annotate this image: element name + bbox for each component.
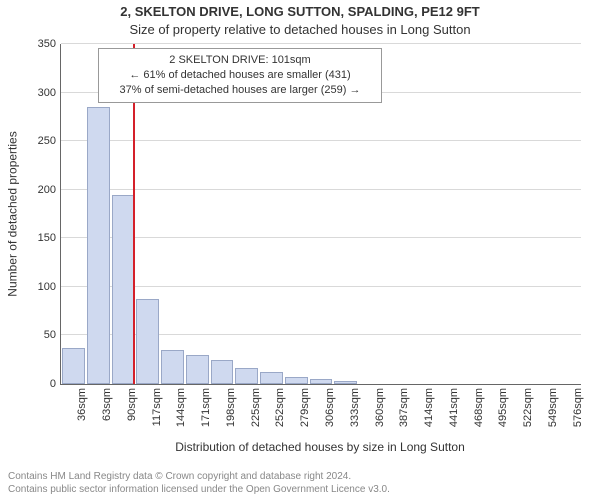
x-tick-label: 522sqm bbox=[522, 388, 534, 427]
histogram-bar bbox=[310, 379, 333, 384]
footer-line-1: Contains HM Land Registry data © Crown c… bbox=[8, 470, 390, 483]
y-tick-label: 300 bbox=[16, 87, 56, 99]
histogram-bar bbox=[186, 355, 209, 384]
x-axis-label: Distribution of detached houses by size … bbox=[60, 440, 580, 454]
x-tick-label: 576sqm bbox=[572, 388, 584, 427]
y-tick-label: 0 bbox=[16, 378, 56, 390]
gridline bbox=[61, 189, 581, 190]
annotation-line-3: 37% of semi-detached houses are larger (… bbox=[105, 83, 375, 98]
histogram-bar bbox=[334, 381, 357, 384]
x-tick-label: 225sqm bbox=[250, 388, 262, 427]
gridline bbox=[61, 140, 581, 141]
x-tick-label: 90sqm bbox=[126, 388, 138, 421]
page-subtitle: Size of property relative to detached ho… bbox=[0, 22, 600, 37]
y-tick-label: 150 bbox=[16, 232, 56, 244]
histogram-bar bbox=[285, 377, 308, 384]
histogram-bar bbox=[136, 299, 159, 384]
histogram-bar bbox=[211, 360, 234, 384]
y-tick-label: 50 bbox=[16, 329, 56, 341]
x-tick-label: 468sqm bbox=[473, 388, 485, 427]
footer: Contains HM Land Registry data © Crown c… bbox=[8, 470, 390, 496]
x-tick-label: 333sqm bbox=[349, 388, 361, 427]
y-tick-label: 250 bbox=[16, 135, 56, 147]
x-tick-label: 63sqm bbox=[101, 388, 113, 421]
gridline bbox=[61, 43, 581, 44]
x-tick-label: 198sqm bbox=[225, 388, 237, 427]
x-tick-label: 441sqm bbox=[448, 388, 460, 427]
annotation-line-2: ← 61% of detached houses are smaller (43… bbox=[105, 68, 375, 83]
y-tick-label: 350 bbox=[16, 38, 56, 50]
x-tick-label: 171sqm bbox=[200, 388, 212, 427]
x-tick-label: 549sqm bbox=[547, 388, 559, 427]
x-tick-label: 306sqm bbox=[324, 388, 336, 427]
x-tick-label: 387sqm bbox=[398, 388, 410, 427]
histogram-bar bbox=[260, 372, 283, 384]
x-tick-label: 117sqm bbox=[151, 388, 163, 426]
page-title: 2, SKELTON DRIVE, LONG SUTTON, SPALDING,… bbox=[0, 4, 600, 19]
annotation-box: 2 SKELTON DRIVE: 101sqm ← 61% of detache… bbox=[98, 48, 382, 103]
x-tick-label: 414sqm bbox=[423, 388, 435, 427]
gridline bbox=[61, 237, 581, 238]
x-tick-label: 252sqm bbox=[274, 388, 286, 427]
x-tick-label: 360sqm bbox=[374, 388, 386, 427]
gridline bbox=[61, 286, 581, 287]
x-tick-label: 495sqm bbox=[497, 388, 509, 427]
x-tick-label: 279sqm bbox=[299, 388, 311, 427]
histogram-bar bbox=[87, 107, 110, 384]
footer-line-2: Contains public sector information licen… bbox=[8, 483, 390, 496]
annotation-line-1: 2 SKELTON DRIVE: 101sqm bbox=[105, 53, 375, 68]
y-tick-label: 100 bbox=[16, 281, 56, 293]
histogram-bar bbox=[235, 368, 258, 385]
y-tick-label: 200 bbox=[16, 184, 56, 196]
y-axis-label-text: Number of detached properties bbox=[6, 131, 20, 296]
x-tick-label: 36sqm bbox=[76, 388, 88, 421]
histogram-bar bbox=[62, 348, 85, 384]
chart-container: 2, SKELTON DRIVE, LONG SUTTON, SPALDING,… bbox=[0, 0, 600, 500]
histogram-bar bbox=[112, 195, 135, 384]
histogram-bar bbox=[161, 350, 184, 384]
x-tick-label: 144sqm bbox=[175, 388, 187, 427]
